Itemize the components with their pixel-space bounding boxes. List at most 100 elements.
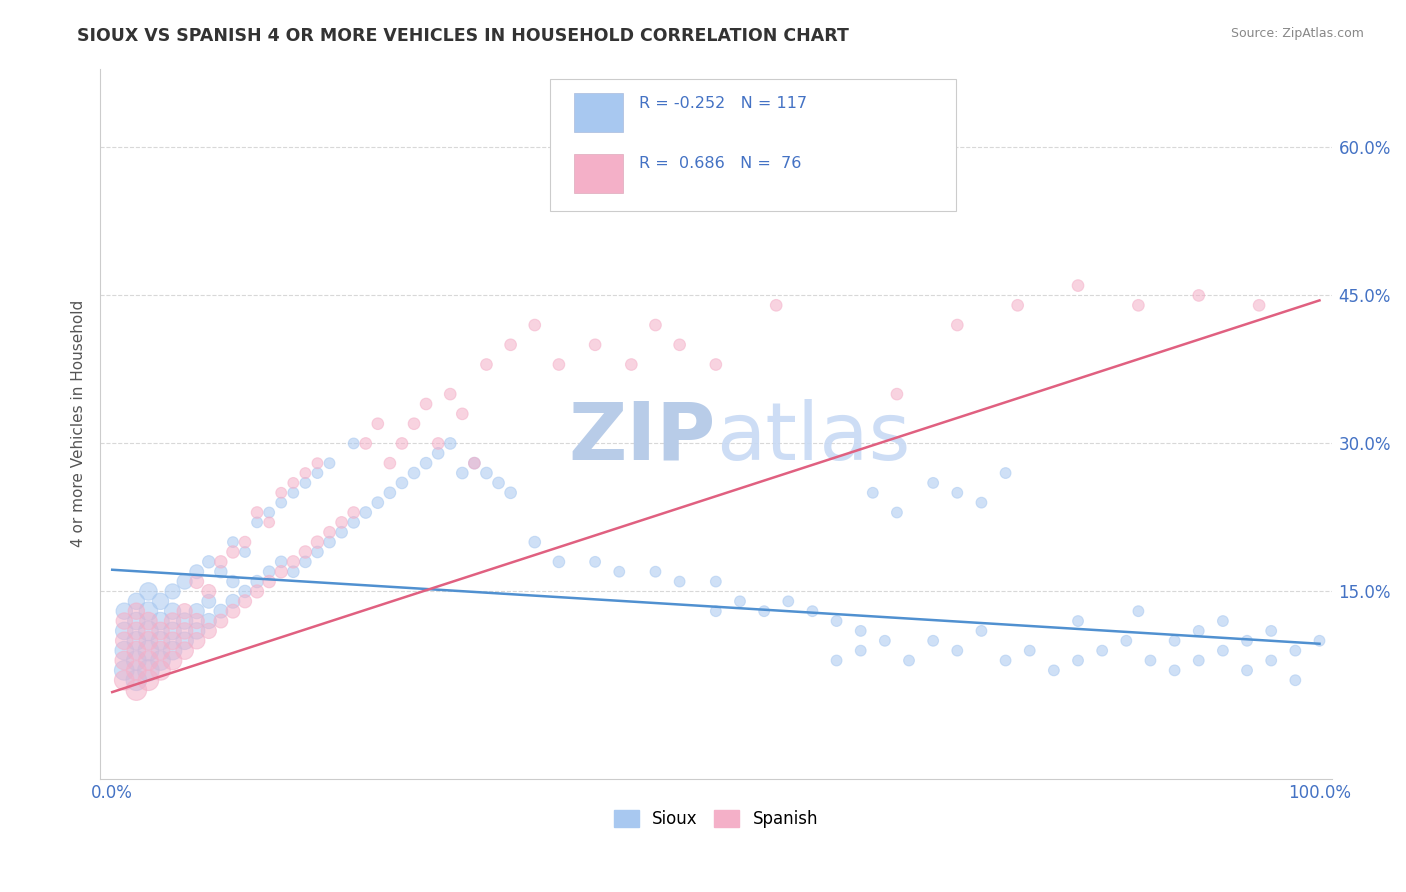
Point — [704, 604, 727, 618]
Point — [138, 643, 160, 657]
Point — [197, 584, 219, 599]
Point — [1163, 664, 1185, 678]
Point — [222, 535, 245, 549]
Point — [162, 614, 184, 628]
Point — [233, 545, 256, 559]
Point — [523, 535, 546, 549]
Point — [1236, 633, 1258, 648]
Point — [318, 525, 340, 540]
Point — [162, 604, 184, 618]
Point — [173, 574, 195, 589]
Point — [209, 614, 232, 628]
Point — [138, 604, 160, 618]
Point — [138, 653, 160, 667]
Point — [862, 485, 884, 500]
Point — [1212, 643, 1234, 657]
Point — [294, 475, 316, 490]
Point — [330, 516, 353, 530]
Point — [946, 318, 969, 332]
Text: Source: ZipAtlas.com: Source: ZipAtlas.com — [1230, 27, 1364, 40]
Point — [283, 475, 305, 490]
Point — [946, 485, 969, 500]
Point — [765, 298, 787, 312]
Point — [583, 338, 606, 352]
Point — [209, 555, 232, 569]
Point — [898, 653, 921, 667]
Point — [125, 594, 148, 608]
Point — [318, 535, 340, 549]
Point — [270, 565, 292, 579]
Point — [415, 456, 437, 470]
Point — [1091, 643, 1114, 657]
Point — [173, 604, 195, 618]
Point — [849, 643, 872, 657]
Point — [343, 506, 366, 520]
Point — [222, 545, 245, 559]
Point — [233, 584, 256, 599]
Point — [112, 653, 135, 667]
Point — [1043, 664, 1066, 678]
Point — [318, 456, 340, 470]
Point — [873, 633, 896, 648]
Point — [1188, 288, 1211, 302]
Point — [1308, 633, 1330, 648]
Point — [307, 466, 329, 480]
Point — [825, 120, 848, 135]
Point — [138, 664, 160, 678]
Point — [149, 624, 172, 638]
Point — [354, 436, 377, 450]
Point — [125, 653, 148, 667]
Point — [138, 584, 160, 599]
Point — [138, 624, 160, 638]
Point — [149, 664, 172, 678]
Point — [307, 456, 329, 470]
Point — [186, 633, 208, 648]
Point — [162, 643, 184, 657]
Point — [583, 555, 606, 569]
Point — [1188, 653, 1211, 667]
Point — [173, 614, 195, 628]
Point — [548, 358, 571, 372]
Point — [125, 604, 148, 618]
Point — [970, 496, 993, 510]
Point — [112, 604, 135, 618]
Point — [488, 475, 510, 490]
Point — [620, 358, 643, 372]
Point — [1018, 643, 1040, 657]
Point — [439, 436, 461, 450]
Point — [125, 643, 148, 657]
Point — [391, 475, 413, 490]
Point — [186, 604, 208, 618]
Point — [222, 574, 245, 589]
Point — [233, 535, 256, 549]
Y-axis label: 4 or more Vehicles in Household: 4 or more Vehicles in Household — [72, 300, 86, 548]
Point — [728, 594, 751, 608]
Point — [112, 664, 135, 678]
Point — [1128, 604, 1150, 618]
Point — [704, 574, 727, 589]
Point — [173, 624, 195, 638]
Point — [801, 604, 824, 618]
Point — [668, 338, 690, 352]
Point — [270, 555, 292, 569]
Point — [246, 506, 269, 520]
Point — [112, 624, 135, 638]
Point — [499, 485, 522, 500]
Point — [354, 506, 377, 520]
Point — [197, 555, 219, 569]
Point — [112, 614, 135, 628]
Point — [378, 485, 401, 500]
Point — [233, 594, 256, 608]
Point — [294, 466, 316, 480]
Point — [1284, 643, 1306, 657]
FancyBboxPatch shape — [574, 94, 623, 132]
Point — [307, 545, 329, 559]
Point — [752, 604, 775, 618]
Point — [162, 624, 184, 638]
Point — [222, 594, 245, 608]
Point — [427, 436, 450, 450]
Legend: Sioux, Spanish: Sioux, Spanish — [607, 803, 825, 835]
Point — [257, 506, 280, 520]
Point — [994, 466, 1017, 480]
Point — [125, 673, 148, 688]
